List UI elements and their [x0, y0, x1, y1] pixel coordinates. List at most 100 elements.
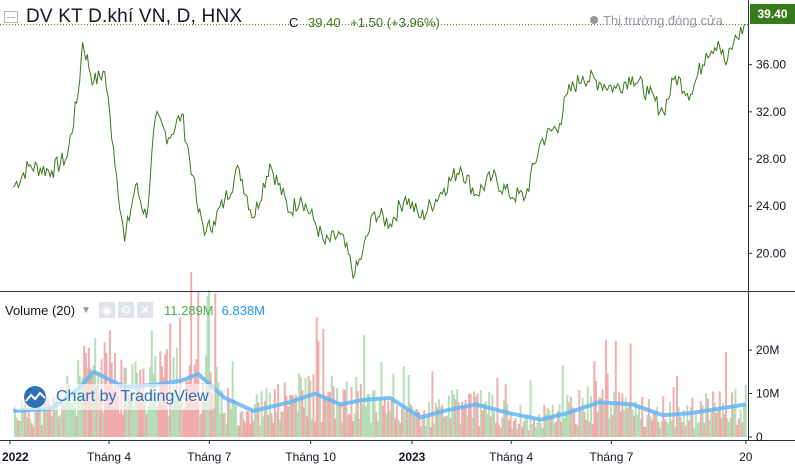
volume-bar-up [20, 400, 23, 437]
volume-bar-up [452, 394, 455, 437]
volume-bar-up [340, 421, 343, 437]
volume-bar-down [287, 406, 290, 437]
volume-bar-down [654, 410, 657, 437]
volume-bar-up [511, 428, 514, 437]
volume-bar-down [454, 399, 457, 437]
volume-bar-down [588, 421, 591, 437]
volume-bar-down [599, 397, 602, 437]
volume-bar-down [651, 420, 654, 437]
volume-pane[interactable] [12, 271, 747, 437]
volume-bar-up [689, 407, 692, 437]
volume-bar-up [19, 421, 22, 437]
volume-bar-up [568, 401, 571, 437]
volume-bar-up [378, 398, 381, 437]
volume-bar-down [527, 430, 530, 437]
volume-bar-up [439, 406, 442, 437]
volume-bar-down [676, 376, 679, 437]
volume-bar-up [278, 419, 281, 437]
volume-bar-up [304, 377, 307, 437]
volume-bar-up [70, 402, 73, 437]
volume-value: 11.289M [164, 302, 214, 318]
volume-bar-down [481, 410, 484, 437]
volume-bar-up [268, 392, 271, 437]
volume-bar-down [412, 415, 415, 437]
volume-bar-up [428, 401, 431, 437]
volume-bar-up [371, 390, 374, 437]
volume-bar-down [250, 409, 253, 437]
volume-tick-label: 20M [756, 343, 779, 357]
volume-ma-value: 6.838M [221, 302, 266, 318]
volume-bar-down [183, 407, 186, 437]
volume-bar-down [27, 412, 30, 437]
volume-bar-up [639, 418, 642, 437]
volume-bar-up [677, 407, 680, 437]
volume-bar-up [288, 394, 291, 437]
volume-tick-label: 0 [756, 430, 763, 444]
volume-legend: Volume (20) ▼ ◉ ⚙ ✕ 11.289M 6.838M [5, 302, 265, 318]
volume-bar-up [488, 391, 491, 437]
volume-bar-down [457, 402, 460, 437]
chevron-down-icon[interactable]: ▼ [81, 304, 91, 316]
volume-bar-up [155, 406, 158, 437]
volume-bar-up [721, 403, 724, 437]
volume-bar-down [409, 404, 412, 437]
volume-bar-up [233, 399, 236, 437]
gear-icon[interactable]: ⚙ [118, 302, 134, 318]
volume-bar-down [249, 423, 252, 437]
volume-bar-up [355, 376, 358, 437]
volume-label[interactable]: Volume (20) [5, 302, 76, 318]
volume-bar-down [416, 409, 419, 437]
volume-bar-down [706, 398, 709, 437]
price-tick-label: 36.00 [756, 58, 786, 72]
volume-bar-down [647, 399, 650, 437]
volume-bar-up [198, 415, 201, 437]
volume-bar-down [444, 415, 447, 437]
volume-bar-down [555, 421, 558, 437]
volume-bar-up [129, 397, 132, 437]
volume-bar-down [306, 415, 309, 437]
volume-bar-down [626, 408, 629, 437]
volume-bar-up [660, 421, 663, 437]
volume-bar-up [563, 418, 566, 437]
volume-bar-up [364, 406, 367, 437]
symbol-title[interactable]: DV KT D.khí VN, D, HNX [26, 6, 243, 27]
volume-bar-up [732, 406, 735, 437]
volume-bar-up [451, 390, 454, 437]
volume-bar-up [230, 409, 233, 437]
volume-bar-up [407, 375, 410, 437]
volume-bar-up [361, 403, 364, 437]
time-tick-label: Tháng 4 [87, 450, 131, 464]
tradingview-watermark[interactable]: Chart by TradingView [14, 384, 215, 410]
volume-bar-up [223, 412, 226, 437]
eye-icon[interactable]: ◉ [99, 302, 115, 318]
volume-bar-down [350, 386, 353, 437]
last-price-badge: 39.40 [750, 4, 795, 24]
volume-bar-down [429, 427, 432, 437]
collapse-legend-icon[interactable] [4, 11, 18, 23]
volume-bar-down [382, 405, 385, 437]
volume-bar-up [74, 387, 77, 437]
volume-bar-up [392, 373, 395, 437]
volume-bar-up [147, 405, 150, 437]
volume-bar-down [423, 410, 426, 437]
time-tick-label: 2023 [399, 450, 426, 464]
volume-bar-up [531, 424, 534, 437]
volume-bar-down [679, 416, 682, 437]
volume-bar-up [404, 410, 407, 437]
volume-bar-up [529, 380, 532, 437]
volume-bar-down [322, 328, 325, 437]
volume-bar-up [743, 403, 746, 437]
volume-bar-down [95, 385, 98, 437]
volume-bar-up [54, 400, 57, 437]
volume-bar-down [461, 401, 464, 437]
volume-bar-down [596, 412, 599, 437]
close-icon[interactable]: ✕ [137, 302, 153, 318]
price-tick-label: 20.00 [756, 246, 786, 260]
volume-bar-down [478, 426, 481, 437]
volume-bar-down [619, 411, 622, 437]
price-pane[interactable] [0, 24, 748, 280]
volume-bar-up [658, 428, 661, 437]
volume-bar-up [466, 415, 469, 437]
price-line[interactable] [12, 24, 746, 280]
volume-bar-down [718, 391, 721, 437]
